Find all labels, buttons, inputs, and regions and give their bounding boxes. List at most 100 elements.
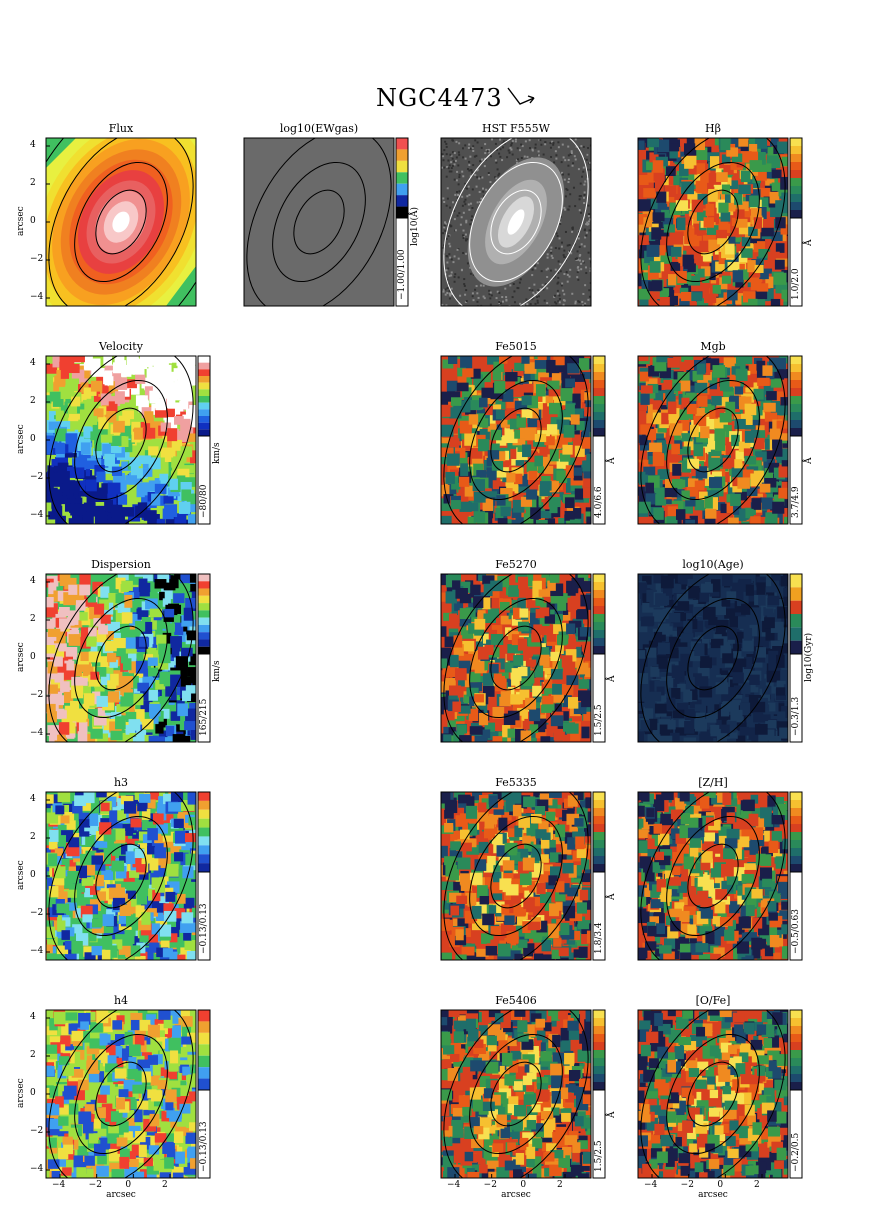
panel-frame (440, 1009, 592, 1179)
panel-frame (637, 791, 789, 961)
colorbar-swatch (790, 1018, 802, 1026)
y-tick-label: 0 (30, 216, 36, 226)
colorbar-swatch (198, 422, 210, 430)
colorbar-swatch (790, 138, 802, 146)
colorbar-unit-label: log10(Å) (410, 206, 420, 246)
colorbar-swatch (593, 646, 605, 654)
y-tick-label: 4 (30, 140, 36, 150)
colorbar-unit-label: Å (607, 893, 617, 901)
y-tick-label: −4 (30, 1164, 44, 1174)
y-tick-label: 2 (30, 396, 36, 406)
colorbar-range-label: −0.5/0.63 (791, 909, 801, 954)
colorbar-swatch (790, 186, 802, 194)
x-tick-label: 2 (162, 1180, 168, 1190)
colorbar-swatch (198, 818, 210, 828)
map-h3 (46, 792, 196, 960)
colorbar-swatch (593, 412, 605, 420)
panel-frame (440, 137, 592, 307)
colorbar-unit-label: Å (804, 457, 814, 465)
colorbar-swatch (790, 412, 802, 420)
colorbar-unit-label: log10(Gyr) (804, 632, 814, 682)
colorbar-range-label: −0.3/1.3 (791, 696, 801, 736)
colorbar-swatch (198, 854, 210, 864)
colorbar-swatch (593, 428, 605, 436)
colorbar-swatch (790, 1066, 802, 1074)
colorbar-swatch (790, 614, 802, 628)
panel-title-ew: log10(EWgas) (279, 122, 359, 135)
panel-frame (440, 791, 592, 961)
colorbar-swatch (593, 856, 605, 864)
map-velocity (46, 356, 196, 524)
colorbar-swatch (593, 372, 605, 380)
colorbar-swatch (198, 827, 210, 837)
x-tick-label: −2 (483, 1180, 497, 1190)
y-tick-label: −4 (30, 728, 44, 738)
panel-title-mgb: Mgb (700, 340, 726, 353)
colorbar-swatch (790, 792, 802, 800)
colorbar-swatch (396, 183, 408, 196)
map-mgb (638, 356, 788, 524)
y-tick-label: 4 (30, 794, 36, 804)
y-tick-label: −2 (30, 1126, 44, 1136)
x-tick-label: 2 (557, 1180, 563, 1190)
colorbar-swatch (790, 856, 802, 864)
panel-title-hbeta: Hβ (705, 122, 721, 135)
map-dispersion (46, 574, 196, 742)
colorbar-swatch (198, 356, 210, 363)
colorbar-swatch (593, 622, 605, 630)
colorbar-swatch (790, 210, 802, 218)
colorbar-swatch (198, 1044, 210, 1056)
y-axis-label: arcsec (16, 206, 26, 236)
colorbar-swatch (396, 160, 408, 173)
colorbar-swatch (593, 380, 605, 388)
colorbar-swatch (593, 1082, 605, 1090)
colorbar-unit-label: Å (607, 675, 617, 683)
colorbar-range-label: 4.0/6.6 (594, 486, 604, 518)
colorbar-range-label: −0.13/0.13 (199, 1121, 209, 1172)
colorbar-unit-label: Å (607, 457, 617, 465)
colorbar-swatch (593, 1050, 605, 1058)
colorbar-range-label: 1.5/2.5 (594, 704, 604, 736)
colorbar-swatch (790, 600, 802, 614)
colorbar-swatch (198, 409, 210, 416)
colorbar-range-label: 1.5/2.5 (594, 1140, 604, 1172)
y-axis-label: arcsec (16, 424, 26, 454)
colorbar-swatch (790, 404, 802, 412)
colorbar-swatch (593, 1010, 605, 1018)
colorbar-swatch (790, 372, 802, 380)
panel-hst (440, 137, 592, 307)
panel-dispersion (45, 573, 211, 743)
colorbar-swatch (396, 195, 408, 207)
colorbar-swatch (593, 638, 605, 646)
colorbar-swatch (593, 1034, 605, 1042)
colorbar-swatch (198, 863, 210, 872)
colorbar-swatch (790, 824, 802, 832)
colorbar-swatch (396, 172, 408, 184)
x-tick-label: 2 (754, 1180, 760, 1190)
panel-title-hst: HST F555W (482, 122, 550, 135)
colorbar-range-label: −0.2/0.5 (791, 1132, 801, 1172)
x-tick-label: −4 (644, 1180, 658, 1190)
colorbar-swatch (790, 840, 802, 848)
colorbar-swatch (790, 808, 802, 816)
colorbar-swatch (593, 832, 605, 840)
map-zh (638, 792, 788, 960)
colorbar-swatch (593, 614, 605, 622)
y-tick-label: 2 (30, 178, 36, 188)
colorbar-swatch (790, 848, 802, 856)
panel-velocity (45, 355, 211, 525)
colorbar-swatch (790, 1082, 802, 1090)
x-tick-label: −2 (680, 1180, 694, 1190)
x-axis-label: arcsec (106, 1190, 136, 1200)
colorbar-swatch (593, 1074, 605, 1082)
panel-fe5406 (440, 1009, 606, 1179)
colorbar-swatch (396, 149, 408, 161)
y-tick-label: −2 (30, 908, 44, 918)
colorbar-swatch (198, 632, 210, 640)
panel-frame (440, 573, 592, 743)
colorbar-swatch (593, 590, 605, 598)
colorbar-swatch (593, 800, 605, 808)
y-tick-label: −4 (30, 510, 44, 520)
x-axis-label: arcsec (698, 1190, 728, 1200)
